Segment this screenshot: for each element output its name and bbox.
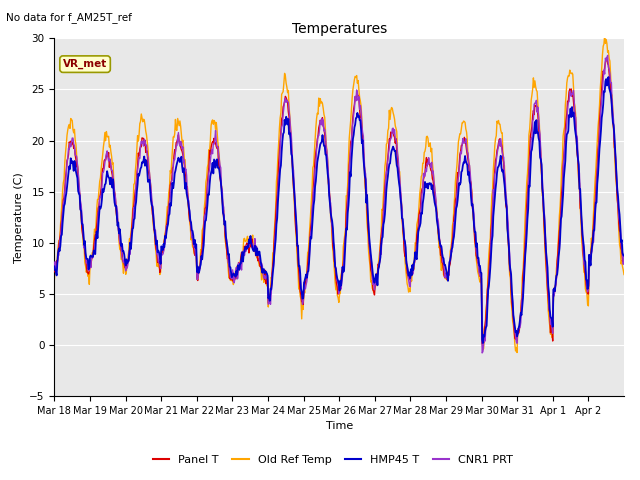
Title: Temperatures: Temperatures	[292, 22, 387, 36]
Legend: Panel T, Old Ref Temp, HMP45 T, CNR1 PRT: Panel T, Old Ref Temp, HMP45 T, CNR1 PRT	[148, 451, 518, 469]
Text: VR_met: VR_met	[63, 59, 107, 69]
Text: No data for f_AM25T_ref: No data for f_AM25T_ref	[6, 12, 132, 23]
Y-axis label: Temperature (C): Temperature (C)	[13, 172, 24, 263]
X-axis label: Time: Time	[326, 421, 353, 431]
